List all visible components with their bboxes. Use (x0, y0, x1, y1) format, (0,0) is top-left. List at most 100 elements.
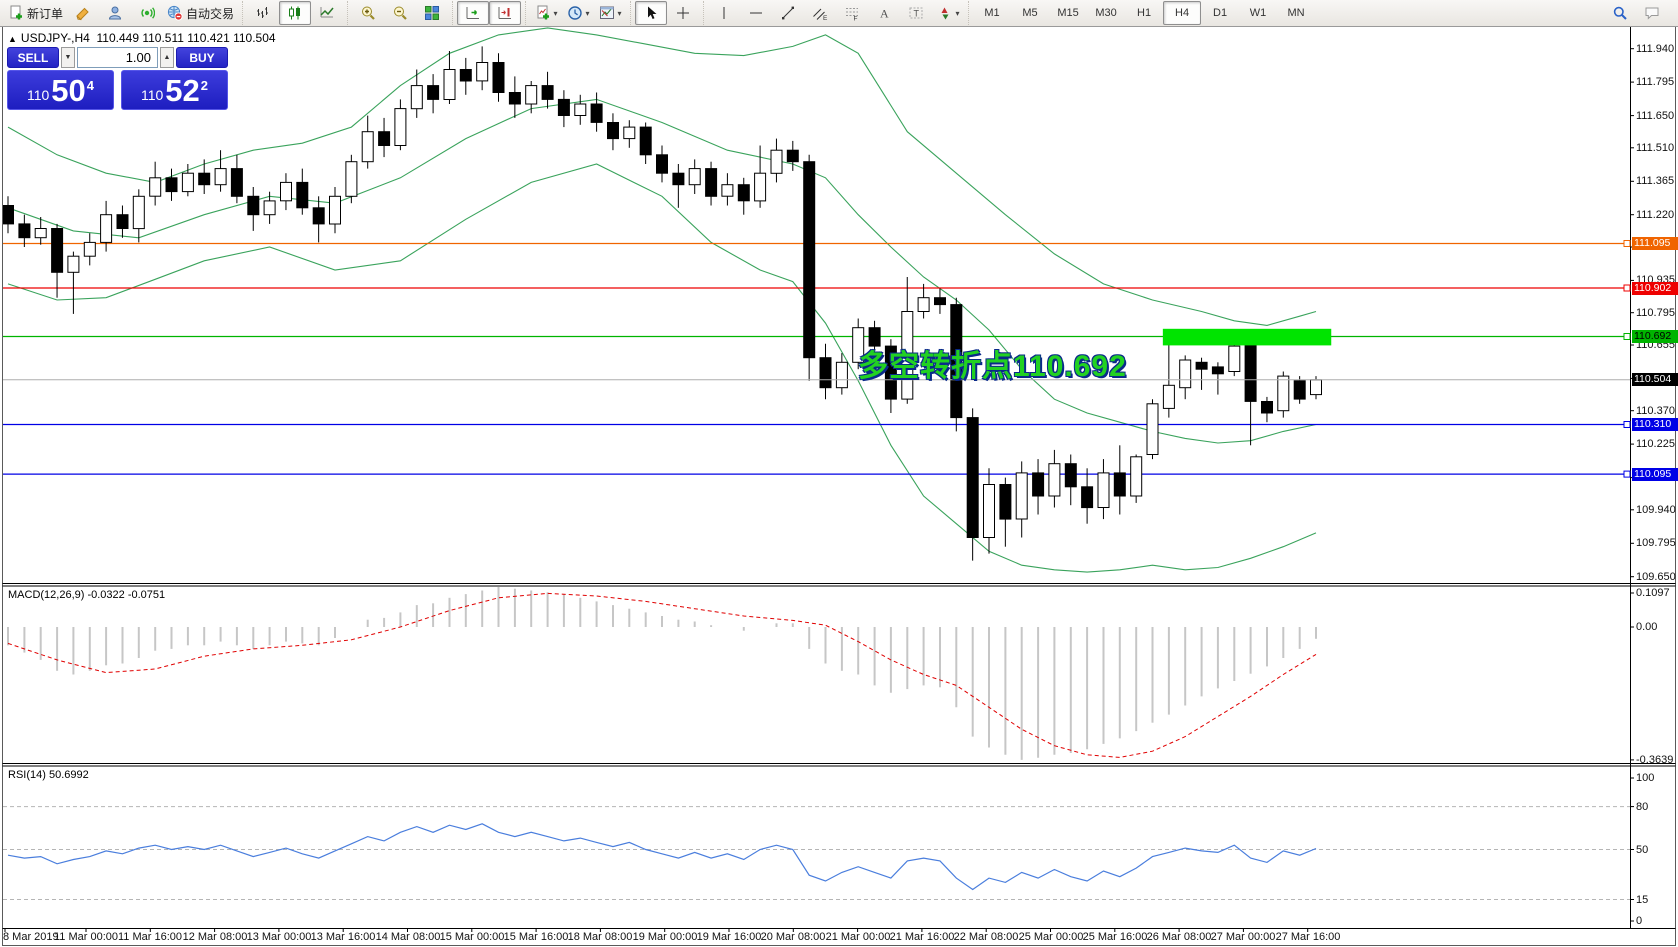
auto-trading-button[interactable]: 自动交易 (163, 1, 238, 25)
chevron-down-icon[interactable]: ▾ (955, 8, 960, 18)
indicators-list-icon (535, 5, 551, 21)
line-chart-mode-button[interactable] (311, 1, 343, 25)
price-axis[interactable] (1630, 27, 1676, 927)
sell-button[interactable]: SELL (7, 47, 59, 68)
crosshair-button[interactable] (667, 1, 699, 25)
zoom-in-button[interactable] (352, 1, 384, 25)
tf-m15[interactable]: M15 (1049, 1, 1087, 25)
request-quote-icon (107, 5, 123, 21)
tf-mn[interactable]: MN (1277, 1, 1315, 25)
tf-w1-label: W1 (1249, 7, 1267, 19)
cursor-icon (643, 5, 659, 21)
tf-mn-label: MN (1287, 7, 1305, 19)
tf-m1-label: M1 (984, 7, 1000, 19)
hline-anchor-square (1623, 421, 1631, 428)
request-quote-button[interactable] (99, 1, 131, 25)
bar-chart-mode-button[interactable] (247, 1, 279, 25)
toolbar-group: ▾ ▾ ▾ (525, 1, 630, 25)
new-order-label: 新订单 (27, 6, 64, 21)
cursor-button[interactable] (635, 1, 668, 25)
toolbar-group (347, 1, 452, 25)
sell-price-big: 50 (51, 73, 86, 108)
volume-input[interactable]: 1.00 (77, 47, 158, 68)
community-chat-icon (1644, 5, 1660, 21)
candlestick-mode-button[interactable] (279, 1, 312, 25)
candles-layer (3, 46, 1322, 561)
zoom-out-button[interactable] (384, 1, 416, 25)
sell-price-figure: 110 (26, 87, 50, 103)
buy-button[interactable]: BUY (176, 47, 228, 68)
tf-h1[interactable]: H1 (1125, 1, 1163, 25)
community-chat-button[interactable] (1636, 1, 1668, 25)
chevron-down-icon[interactable]: ▾ (585, 8, 590, 18)
horizontal-line-icon (748, 5, 764, 21)
vertical-line-button[interactable] (708, 1, 740, 25)
tf-d1[interactable]: D1 (1201, 1, 1239, 25)
buy-price-pip: 2 (200, 78, 209, 93)
collapse-panel-icon[interactable]: ▲ (8, 34, 17, 44)
styler-button[interactable] (67, 1, 99, 25)
zoom-out-icon (392, 5, 408, 21)
price-panel (3, 27, 1630, 573)
line-chart-mode-icon (319, 5, 335, 21)
new-order-icon (8, 5, 24, 21)
buy-price-display[interactable]: 110 52 2 (121, 70, 228, 110)
tf-w1[interactable]: W1 (1239, 1, 1277, 25)
symbol-period: USDJPY-,H4 (20, 31, 90, 45)
tf-d1-label: D1 (1213, 7, 1228, 19)
volume-increase-button[interactable]: ▲ (160, 47, 174, 68)
macd-panel (7, 587, 1317, 760)
vertical-line-icon (716, 5, 732, 21)
equidistant-channel-button[interactable]: E (804, 1, 836, 25)
zoom-in-icon (360, 5, 376, 21)
fibonacci-retracement-icon: F (844, 5, 860, 21)
tile-windows-icon (424, 5, 440, 21)
tf-m5[interactable]: M5 (1011, 1, 1049, 25)
trendline-icon (780, 5, 796, 21)
templates-button[interactable]: ▾ (594, 1, 626, 25)
new-order-button[interactable]: 新订单 (4, 1, 67, 25)
signals-button[interactable] (131, 1, 163, 25)
hline-anchor-square (1623, 333, 1631, 340)
bollinger-lower-band (7, 163, 1317, 573)
tf-m1[interactable]: M1 (973, 1, 1011, 25)
svg-text:A: A (880, 7, 889, 21)
chevron-down-icon[interactable]: ▾ (617, 8, 622, 18)
equidistant-channel-icon: E (812, 5, 828, 21)
chart-shift-icon (497, 5, 513, 21)
search-button[interactable] (1604, 1, 1636, 25)
text-label-button[interactable]: T (900, 1, 932, 25)
rsi-panel (3, 806, 1630, 900)
indicators-list-button[interactable]: ▾ (530, 1, 562, 25)
chart-shift-button[interactable] (489, 1, 522, 25)
arrows-button[interactable]: ▾ (932, 1, 964, 25)
auto-scroll-button[interactable] (457, 1, 490, 25)
templates-icon (599, 5, 615, 21)
periods-button[interactable]: ▾ (562, 1, 594, 25)
chart-title: ▲ USDJPY-,H4 110.449 110.511 110.421 110.… (8, 31, 276, 45)
toolbar-group (630, 1, 703, 25)
sell-price-display[interactable]: 110 50 4 (7, 70, 114, 110)
trendline-button[interactable] (772, 1, 804, 25)
tf-h4[interactable]: H4 (1163, 1, 1202, 25)
svg-text:T: T (914, 9, 920, 19)
arrows-icon (937, 5, 953, 21)
toolbar-group (242, 1, 347, 25)
horizontal-line-button[interactable] (740, 1, 772, 25)
green-rectangle-object (1162, 328, 1332, 346)
tf-m30[interactable]: M30 (1087, 1, 1125, 25)
text-button[interactable]: A (868, 1, 900, 25)
volume-decrease-button[interactable]: ▼ (61, 47, 75, 68)
bar-chart-mode-icon (255, 5, 271, 21)
rsi-indicator-label: RSI(14) 50.6992 (8, 769, 89, 781)
tile-windows-button[interactable] (416, 1, 448, 25)
tf-m30-label: M30 (1095, 7, 1117, 19)
hline-anchor-square (1623, 470, 1631, 478)
svg-text:E: E (823, 15, 828, 21)
chevron-down-icon[interactable]: ▾ (553, 8, 558, 18)
fibonacci-retracement-button[interactable]: F (836, 1, 868, 25)
buy-price-big: 52 (165, 73, 200, 108)
time-axis[interactable] (3, 928, 1630, 945)
